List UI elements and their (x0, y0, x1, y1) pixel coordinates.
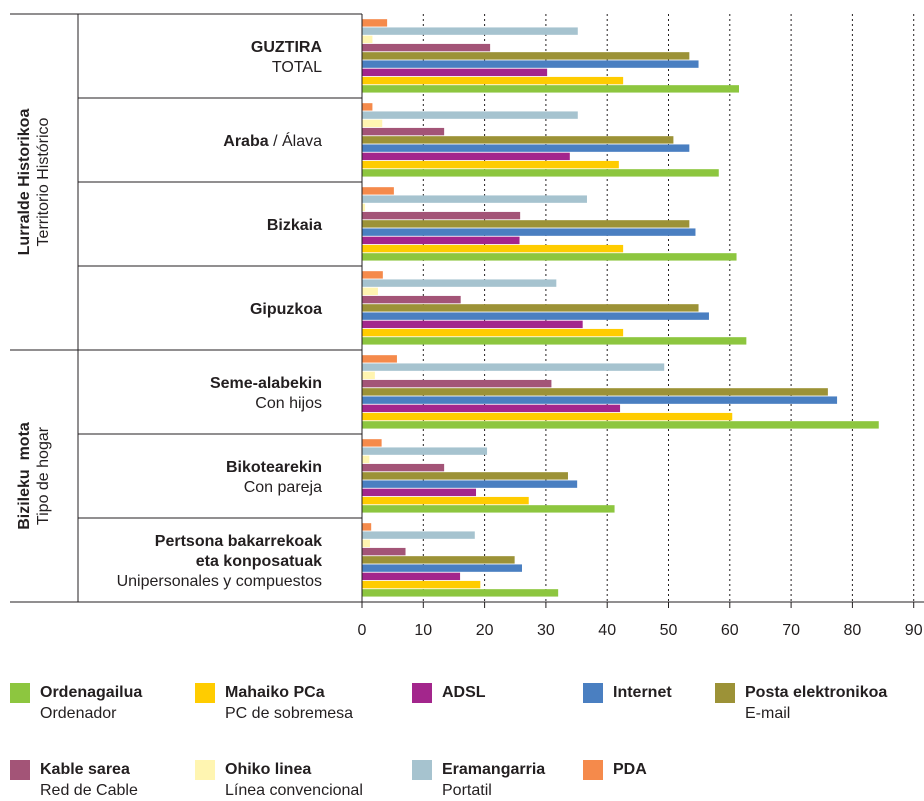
bar (362, 379, 552, 388)
bar (362, 472, 568, 480)
bar (362, 19, 388, 27)
x-tick-label: 70 (782, 622, 800, 639)
bar (362, 572, 461, 581)
bar (362, 35, 373, 44)
bar (362, 455, 370, 464)
bar (362, 412, 733, 421)
bar (362, 531, 475, 539)
category-sublabel: Con pareja (244, 479, 322, 496)
bar (362, 337, 747, 345)
x-tick-label: 20 (476, 622, 494, 639)
category-label: Gipuzkoa (250, 301, 322, 318)
bar (362, 27, 578, 35)
frame-layer (10, 13, 924, 603)
group-sublabel: Tipo de hogar (35, 426, 52, 525)
group-label: Lurralde Historikoa (16, 109, 33, 256)
bar (362, 203, 366, 212)
bar (362, 447, 488, 455)
bar (362, 52, 690, 60)
bar (362, 505, 615, 513)
bar-layer (362, 19, 879, 597)
category-label: Seme-alabekin (210, 375, 322, 392)
bar (362, 295, 461, 304)
bar (362, 152, 570, 161)
category-sublabel: Unipersonales y compuestos (117, 573, 322, 590)
category-label: Pertsona bakarrekoak (155, 533, 322, 550)
x-tick-label: 60 (721, 622, 739, 639)
bar (362, 439, 382, 447)
x-tick-label: 90 (905, 622, 923, 639)
bar (362, 523, 372, 531)
bar (362, 371, 375, 380)
bar (362, 564, 522, 572)
x-tick-label: 30 (537, 622, 555, 639)
bar (362, 169, 719, 177)
bar (362, 363, 665, 371)
bar (362, 539, 370, 548)
bar (362, 496, 529, 505)
bar (362, 580, 481, 589)
category-label: Bizkaia (267, 217, 322, 234)
bar (362, 43, 491, 52)
bar (362, 85, 739, 93)
bar (362, 220, 690, 228)
bar (362, 480, 578, 488)
bar (362, 328, 624, 337)
label-layer: GUZTIRA TOTAL Araba / Álava Bizkaia Gipuzkoa… (16, 39, 322, 590)
bar (362, 320, 583, 329)
bar (362, 103, 373, 111)
x-tick-label: 50 (660, 622, 678, 639)
bar (362, 236, 520, 245)
group-sublabel: Territorio Histórico (35, 117, 52, 246)
x-tick-label: 80 (844, 622, 862, 639)
bar (362, 211, 521, 220)
bar (362, 488, 477, 497)
bar (362, 556, 515, 564)
bar (362, 253, 737, 261)
bar (362, 279, 557, 287)
bar (362, 244, 624, 253)
x-tick-label: 10 (414, 622, 432, 639)
x-tick-label: 40 (598, 622, 616, 639)
bar (362, 388, 828, 396)
group-label: Bizileku mota (16, 422, 33, 530)
bar (362, 68, 548, 77)
bar (362, 144, 690, 152)
x-tick-label: 0 (358, 622, 367, 639)
bar (362, 547, 406, 556)
bar (362, 404, 621, 413)
bar (362, 76, 624, 85)
bar (362, 195, 587, 203)
bar (362, 60, 699, 68)
category-label: eta konposatuak (196, 553, 322, 570)
category-label: GUZTIRA (251, 39, 323, 56)
bar (362, 421, 879, 429)
x-axis: 0 10 20 30 40 50 60 70 80 90 (358, 602, 923, 639)
category-sublabel: Con hijos (255, 395, 322, 412)
bar (362, 127, 445, 136)
bar (362, 271, 383, 279)
bar (362, 136, 674, 144)
bar (362, 312, 709, 320)
bar (362, 287, 378, 296)
bar (362, 355, 397, 363)
bar (362, 304, 699, 312)
bar (362, 119, 383, 128)
bar (362, 396, 838, 404)
bar (362, 160, 619, 169)
bar (362, 228, 696, 236)
bar (362, 463, 445, 472)
category-label: Bikotearekin (226, 459, 322, 476)
category-sublabel: TOTAL (272, 59, 322, 76)
bar (362, 111, 578, 119)
category-label: Araba / Álava (223, 131, 322, 150)
bar (362, 187, 394, 195)
bar (362, 589, 559, 597)
